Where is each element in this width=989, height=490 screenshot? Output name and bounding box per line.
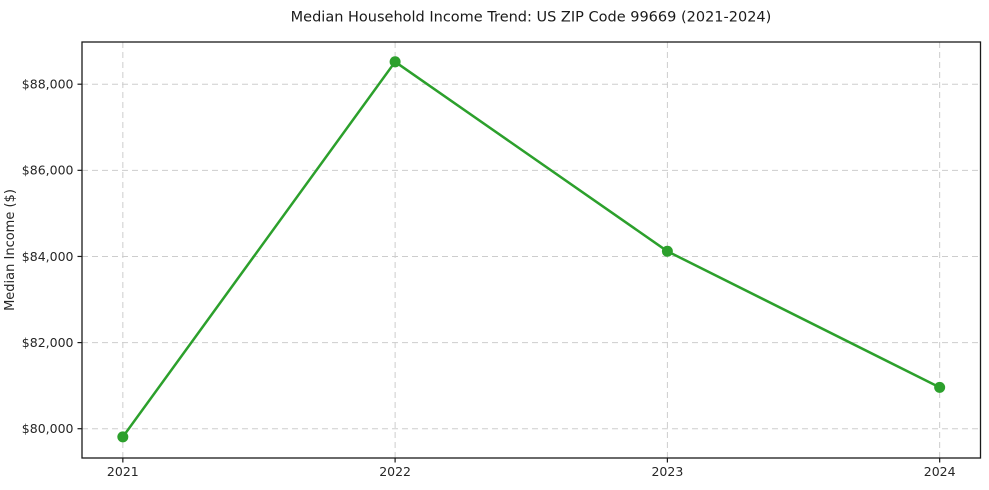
- x-tick-label: 2023: [651, 464, 683, 479]
- tick-labels-layer: $80,000 $82,000 $84,000 $86,000 $88,000 2021 2…: [22, 77, 956, 479]
- y-tick-label: $88,000: [22, 77, 74, 92]
- y-tick-label: $82,000: [22, 335, 74, 350]
- axes-layer: [77, 41, 982, 463]
- chart-title: Median Household Income Trend: US ZIP Co…: [291, 10, 772, 26]
- data-line: [121, 60, 941, 439]
- gridlines-layer: [82, 42, 981, 458]
- data-point-marker-2024: [934, 381, 946, 393]
- y-tick-label: $86,000: [22, 163, 74, 178]
- data-point-marker-2022: [389, 56, 401, 68]
- plot-border: [81, 41, 982, 459]
- data-point-marker-2021: [117, 431, 129, 443]
- y-tick-label: $84,000: [22, 249, 74, 264]
- data-point-marker-2023: [661, 245, 673, 257]
- x-tick-label: 2024: [924, 464, 956, 479]
- y-tick-label: $80,000: [22, 421, 74, 436]
- y-axis-label: Median Income ($): [3, 189, 18, 311]
- x-tick-label: 2022: [379, 464, 411, 479]
- x-tick-label: 2021: [107, 464, 139, 479]
- data-series-layer: [117, 56, 946, 443]
